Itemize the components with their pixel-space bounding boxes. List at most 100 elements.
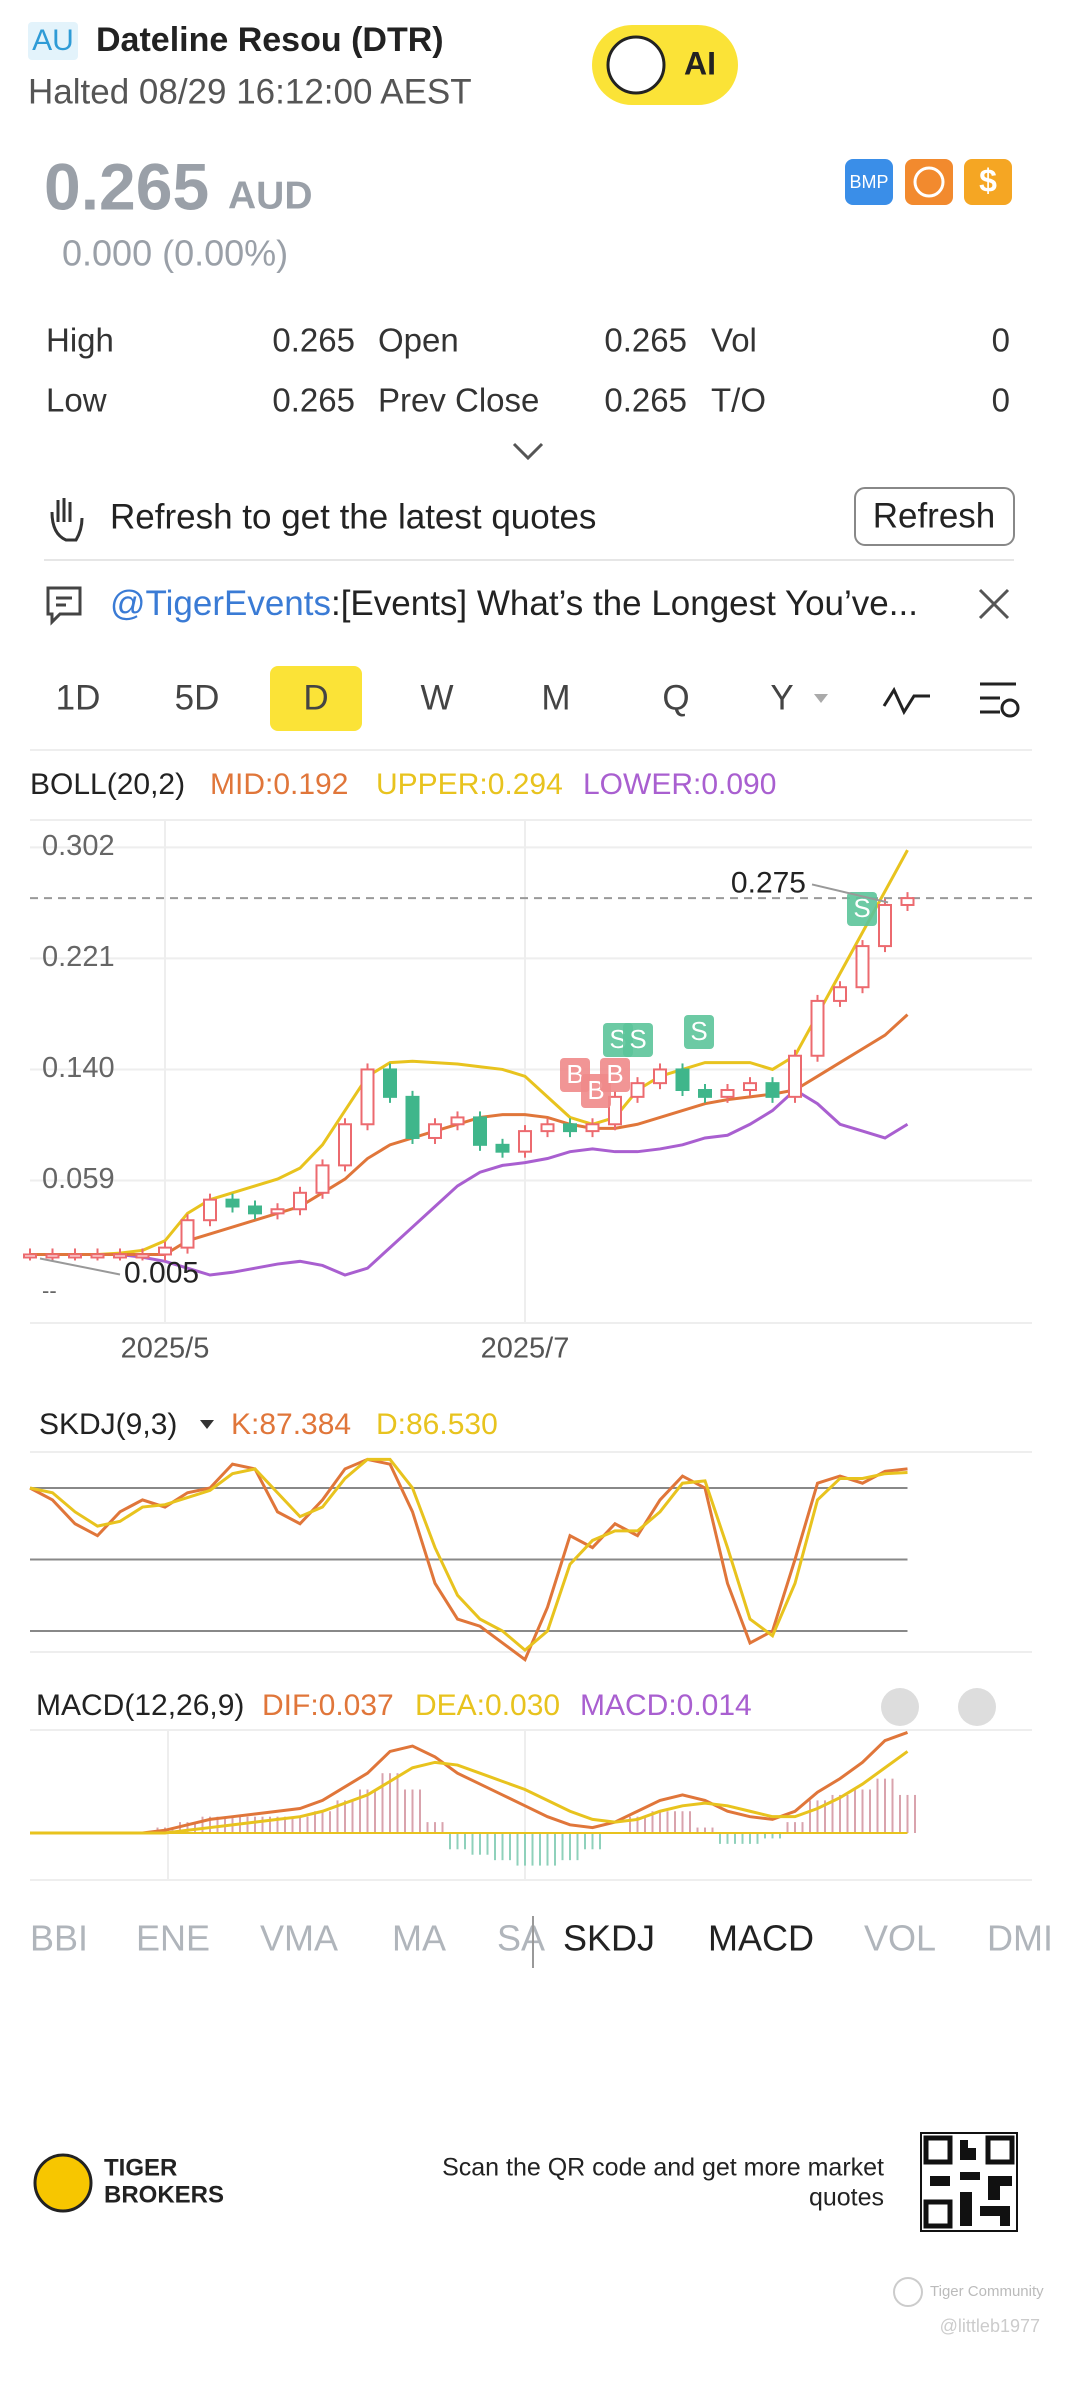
badge[interactable] — [905, 159, 953, 205]
pane-icon[interactable] — [881, 1688, 919, 1726]
legend-entry: DIF:0.037 — [262, 1689, 394, 1722]
candle — [68, 1253, 82, 1259]
candle — [810, 999, 825, 1057]
legend-entry: MACD:0.014 — [580, 1689, 752, 1722]
candle — [473, 1116, 487, 1146]
boll-line — [30, 1088, 909, 1277]
candle — [720, 1089, 735, 1098]
badge-label: $ — [979, 162, 997, 198]
legend-entry: UPPER:0.294 — [376, 768, 563, 801]
indicator-tab[interactable]: SKDJ — [563, 1918, 655, 1959]
ai-label: AI — [684, 45, 716, 81]
period[interactable]: D — [303, 678, 328, 717]
y-tick-label: 0.059 — [42, 1163, 115, 1195]
candle — [293, 1191, 307, 1211]
logo — [33, 2153, 93, 2213]
badge[interactable] — [845, 159, 893, 205]
candle — [23, 1253, 37, 1259]
market: AU — [32, 24, 74, 57]
candle — [698, 1089, 712, 1098]
indicator-tab[interactable]: VOL — [864, 1918, 936, 1959]
indicator-tab[interactable]: SA — [497, 1918, 545, 1959]
candle — [203, 1198, 217, 1222]
period[interactable]: 5D — [175, 678, 220, 717]
legend-entry: DEA:0.030 — [415, 1689, 560, 1722]
candle — [428, 1123, 442, 1139]
stat-label: T/O — [711, 382, 766, 419]
macd-line — [30, 1731, 909, 1835]
y-tick-label: 0.221 — [42, 941, 115, 973]
stat-label: High — [46, 322, 114, 359]
charts: BOLL(20,2) MID:0.192 UPPER:0.294 LOWER:0.09… — [23, 768, 1032, 1881]
max-leader — [811, 883, 889, 904]
close-icon[interactable] — [978, 588, 1010, 620]
candle — [180, 1219, 195, 1249]
period[interactable]: Q — [662, 678, 689, 717]
candle — [630, 1082, 645, 1098]
stock-name: Dateline Resou (DTR) — [96, 21, 444, 59]
refresh-button[interactable] — [854, 487, 1015, 546]
candle — [495, 1143, 510, 1153]
event-text: :[Events] What’s the Longest You’ve... — [331, 584, 918, 623]
indicator-title: SKDJ(9,3) — [39, 1408, 177, 1441]
settings-icon — [1000, 698, 1020, 718]
y-tick-label: 0.140 — [42, 1052, 115, 1084]
candle — [878, 903, 892, 948]
brand: TIGER — [104, 2154, 177, 2181]
stat-label: Low — [46, 382, 107, 419]
stat-value: 0.265 — [272, 322, 355, 359]
indicator-tab[interactable]: BBI — [30, 1918, 88, 1959]
candle — [788, 1054, 802, 1098]
trade-marker — [600, 1058, 630, 1092]
stat-value: 0.265 — [604, 322, 687, 359]
candle — [270, 1208, 285, 1215]
candle — [765, 1082, 780, 1098]
change: 0.000 (0.00%) — [62, 233, 288, 274]
badge[interactable] — [964, 159, 1012, 205]
indicator-tab[interactable]: ENE — [136, 1918, 210, 1959]
ai-icon — [606, 35, 666, 95]
candle — [608, 1095, 622, 1126]
candle — [900, 897, 915, 906]
legend-entry: K:87.384 — [231, 1408, 351, 1441]
legend-entry: LOWER:0.090 — [583, 768, 776, 801]
trade-marker — [847, 892, 877, 926]
trade-marker — [623, 1023, 653, 1057]
candle — [248, 1205, 262, 1215]
expand-chevron[interactable] — [512, 442, 544, 461]
macd-line — [30, 1750, 909, 1835]
indicator-tab[interactable]: MA — [392, 1918, 446, 1959]
candle — [158, 1246, 172, 1256]
candle — [113, 1253, 127, 1259]
stat-value: 0.265 — [604, 382, 687, 419]
event[interactable]: @TigerEvents:[Events] What’s the Longest… — [110, 584, 918, 623]
legend-entry: D:86.530 — [376, 1408, 498, 1441]
pane-icon[interactable] — [958, 1688, 996, 1726]
indicator-icon[interactable] — [882, 686, 930, 716]
watermark: Tiger Community — [930, 2283, 1044, 2300]
event-handle[interactable]: @TigerEvents — [110, 584, 331, 623]
indicator-title: MACD(12,26,9) — [36, 1689, 244, 1722]
period[interactable]: 1D — [56, 678, 101, 717]
stat-label: Prev Close — [378, 382, 539, 419]
boll-line — [30, 849, 909, 1256]
period[interactable]: Y — [770, 678, 793, 717]
boll-line — [30, 1013, 909, 1256]
user: @littleb1977 — [940, 2316, 1040, 2336]
stat-value: 0.265 — [272, 382, 355, 419]
trade-marker — [684, 1015, 714, 1049]
period[interactable]: M — [541, 678, 570, 717]
candle — [563, 1123, 577, 1133]
brand: BROKERS — [104, 2181, 224, 2208]
candle — [45, 1253, 60, 1259]
settings-icon[interactable] — [980, 682, 1016, 714]
indicator-tab[interactable]: VMA — [260, 1918, 338, 1959]
indicator-tab[interactable]: DMI — [987, 1918, 1053, 1959]
indicator-tab[interactable]: MACD — [708, 1918, 814, 1959]
trade-marker-label: B — [606, 1059, 623, 1089]
candle — [653, 1068, 667, 1085]
stats: High 0.265 Open 0.265 Vol 0 Low 0.265 Prev Close… — [46, 322, 1010, 419]
period[interactable]: W — [420, 678, 453, 717]
candle — [743, 1082, 757, 1092]
refresh-label: Refresh — [873, 496, 996, 535]
